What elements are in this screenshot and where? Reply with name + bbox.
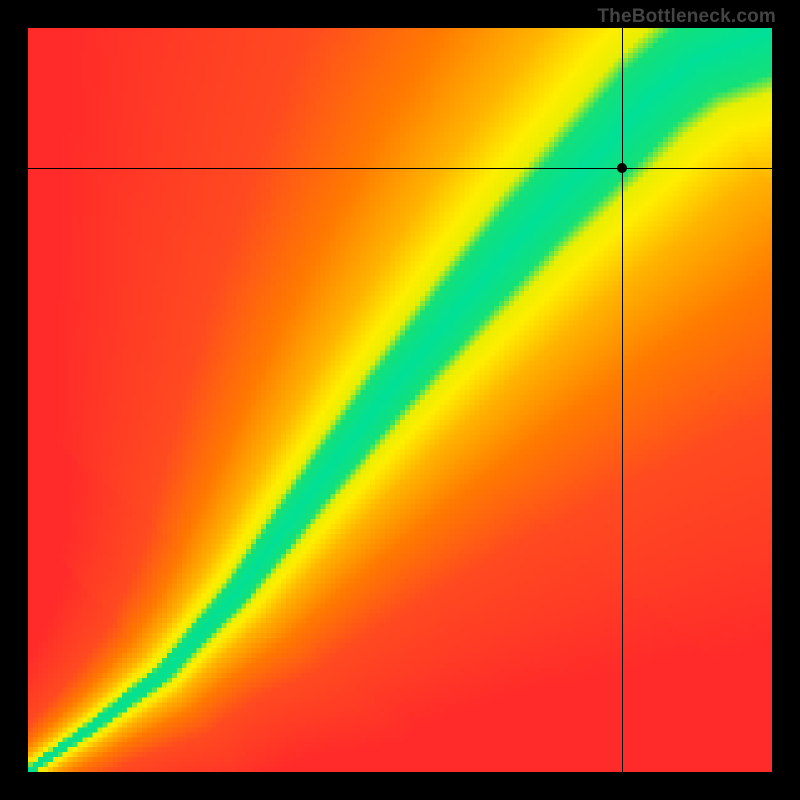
heatmap-plot (28, 28, 772, 772)
crosshair-marker (617, 163, 627, 173)
crosshair-vertical (622, 28, 623, 772)
watermark-text: TheBottleneck.com (597, 6, 776, 28)
chart-container: TheBottleneck.com (0, 0, 800, 800)
crosshair-horizontal (28, 168, 772, 169)
heatmap-canvas (28, 28, 772, 772)
